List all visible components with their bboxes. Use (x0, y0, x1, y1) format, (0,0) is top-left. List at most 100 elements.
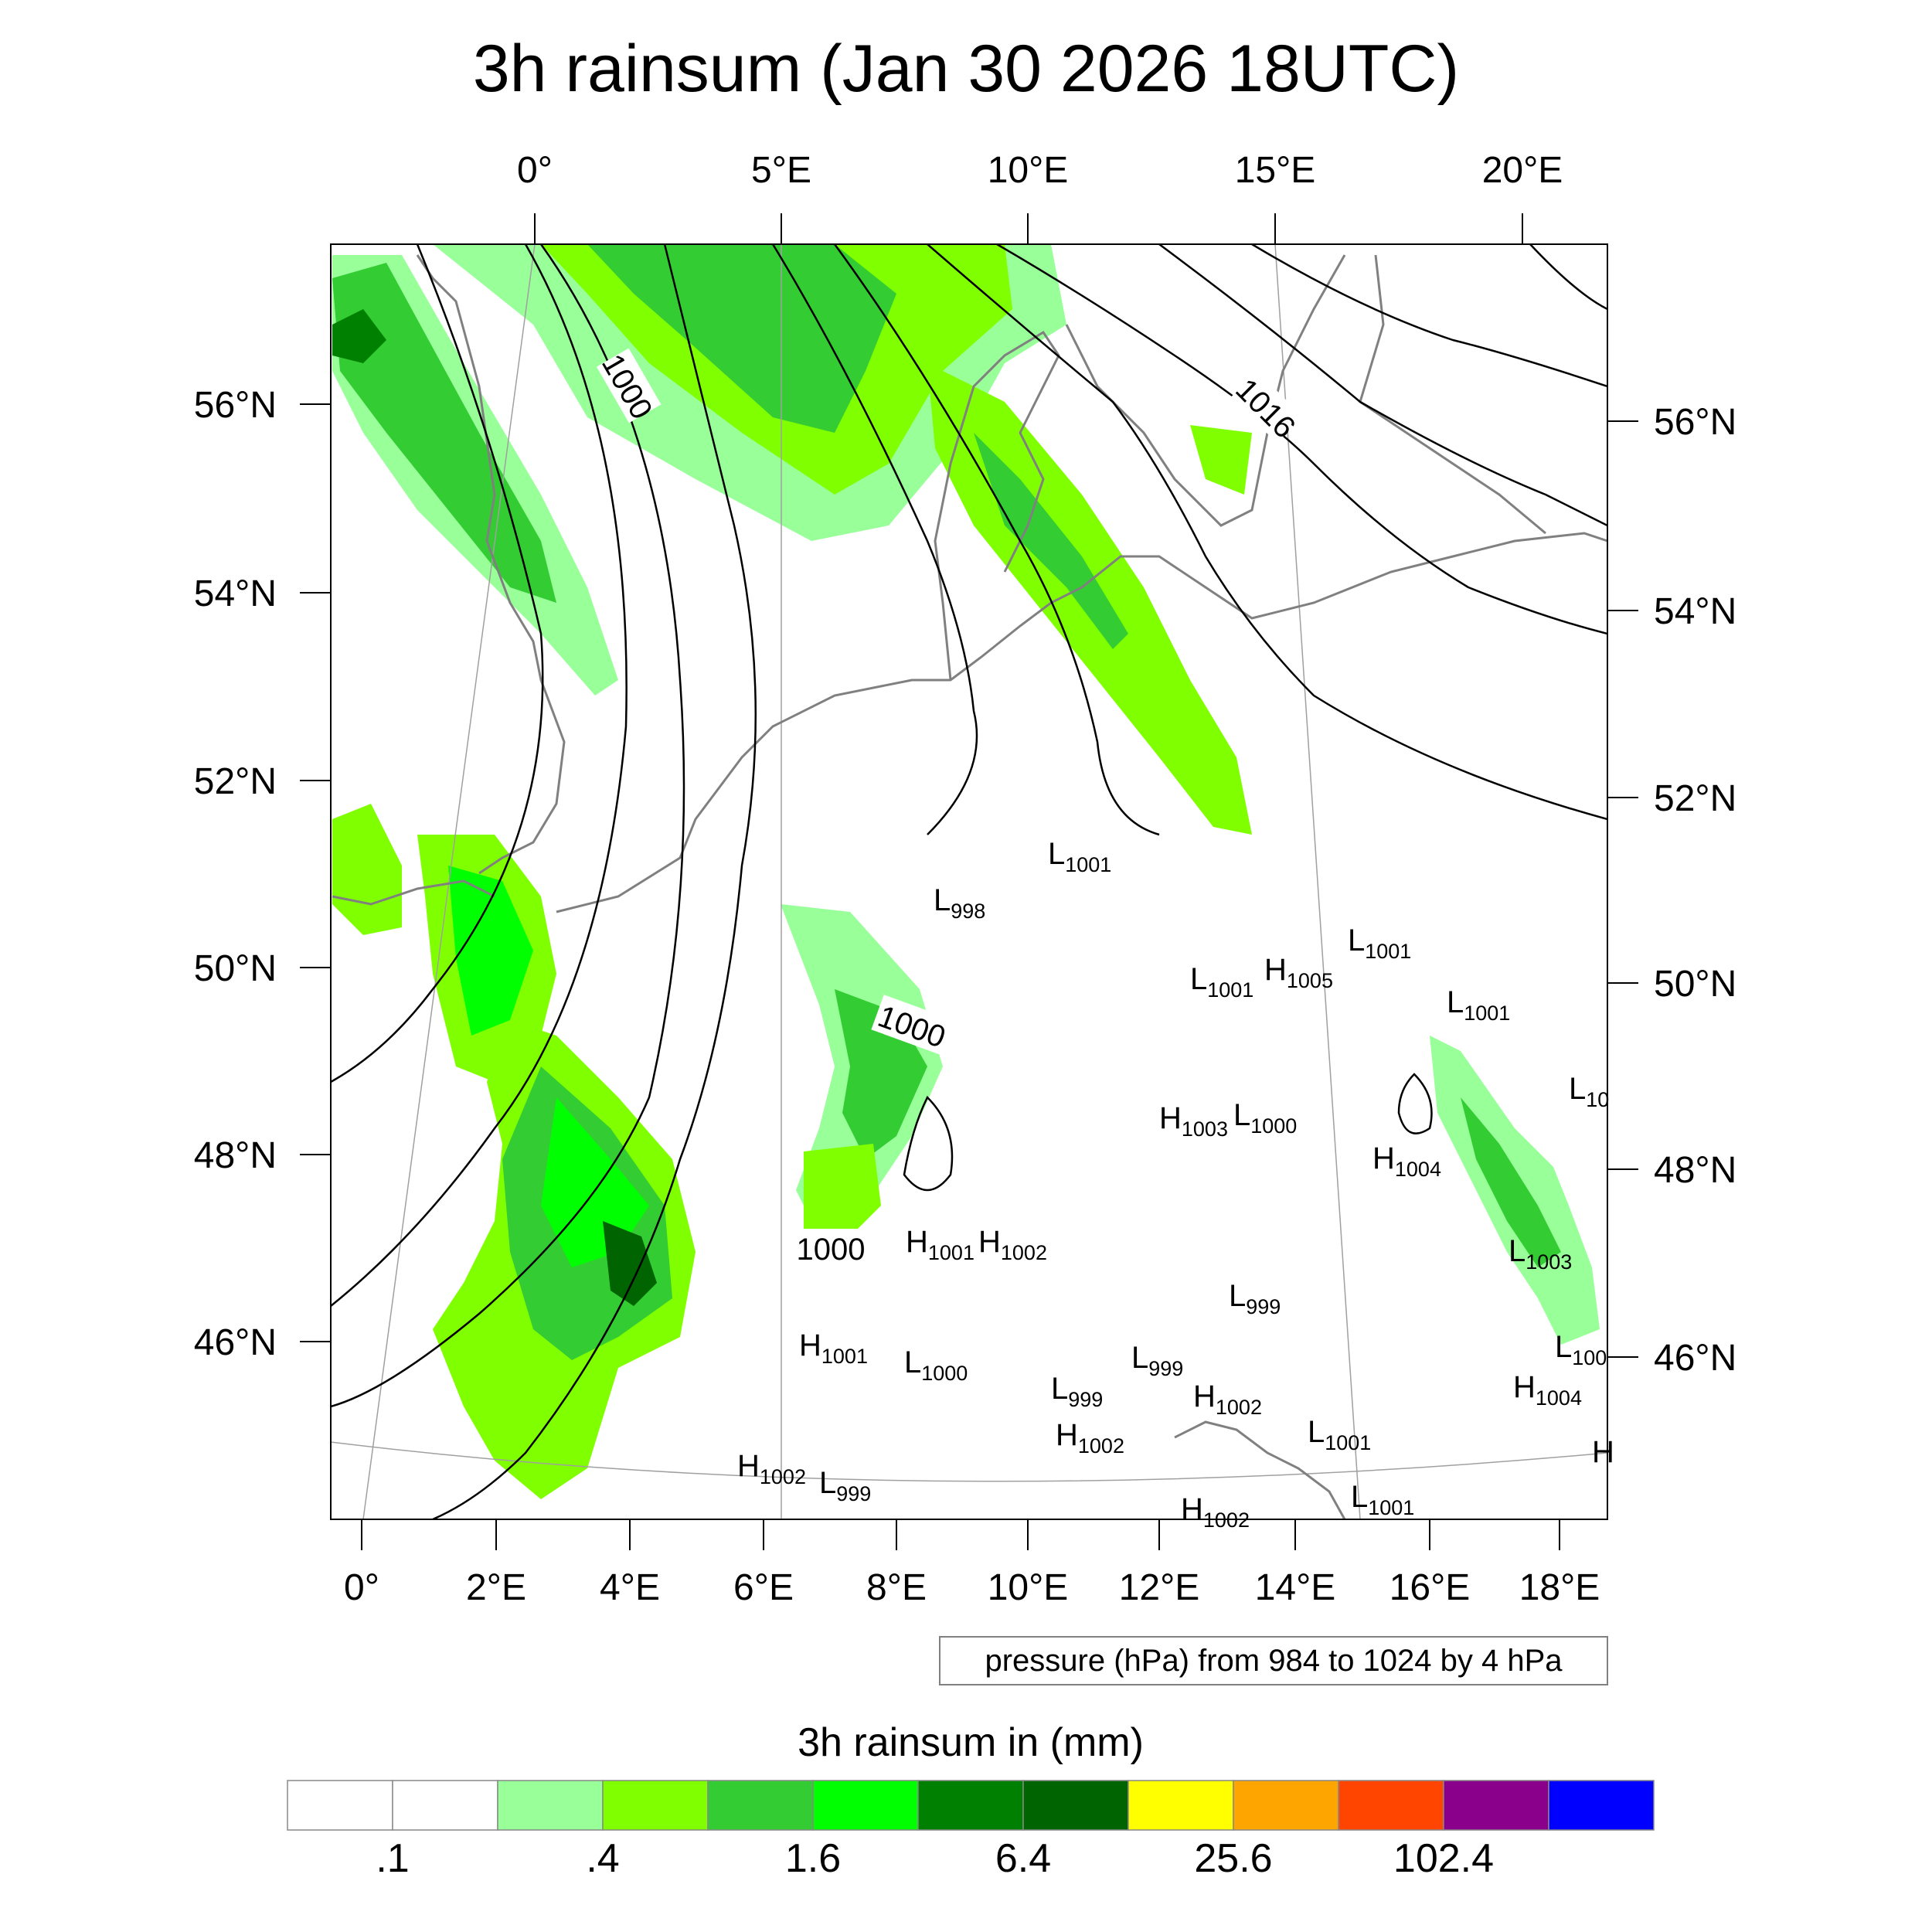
pressure-center: L1000 (904, 1345, 968, 1385)
colorbar-box (1338, 1780, 1444, 1831)
pressure-center: L999 (1229, 1279, 1281, 1318)
pressure-center: L10 (1569, 1072, 1609, 1111)
colorbar-title: 3h rainsum in (mm) (798, 1720, 1144, 1765)
contour-east-loop (1397, 1073, 1433, 1134)
top-lon-tick-label: 10°E (988, 150, 1069, 191)
pressure-center: H1004 (1372, 1141, 1441, 1181)
pressure-center: H1002 (1181, 1492, 1250, 1532)
rain-area-uk-core (332, 263, 556, 603)
pressure-center: H1003 (1159, 1101, 1228, 1141)
colorbar-box (812, 1780, 919, 1831)
colorbar-tick-label: .4 (586, 1836, 619, 1881)
right-lat-tick-label: 46°N (1654, 1338, 1736, 1379)
pressure-center: H1005 (1264, 953, 1333, 992)
colorbar-tick-label: 25.6 (1194, 1836, 1272, 1881)
map-panel (330, 243, 1608, 1520)
baltic-east-coast (1359, 254, 1546, 535)
left-lat-axis: 56°N 54°N 52°N 50°N 48°N 46°N (194, 385, 331, 1363)
colorbar-box (1548, 1780, 1655, 1831)
uk-south-coast (332, 879, 495, 906)
left-lat-tick-label: 46°N (194, 1322, 277, 1363)
uk-coast (416, 254, 566, 875)
colorbar-boxes (287, 1780, 1655, 1831)
left-lat-tick-label: 50°N (194, 948, 277, 989)
colorbar-tick-label: 6.4 (995, 1836, 1051, 1881)
rain-area-sweden (1190, 425, 1252, 495)
sweden-coast (1065, 254, 1346, 527)
rain-area-channel-core (448, 866, 533, 1036)
rain-area-germany-south (804, 1144, 881, 1236)
top-lon-tick-label: 20°E (1482, 150, 1563, 191)
colorbar-box (707, 1780, 814, 1831)
contour-1000 (432, 244, 757, 1519)
colorbar-box (1128, 1780, 1234, 1831)
pressure-centers: L1001 L998 L1001 L1001 H1005 L1001 L10 H… (737, 837, 1614, 1532)
pressure-center: L1000 (1233, 1098, 1297, 1138)
contour-inner-ring (903, 1095, 954, 1192)
colorbar-box (1233, 1780, 1339, 1831)
pressure-center: H (1592, 1435, 1614, 1469)
denmark-coast (934, 330, 1060, 681)
contour-info-text: pressure (hPa) from 984 to 1024 by 4 hPa (985, 1644, 1563, 1678)
colorbar: 3h rainsum in (mm) .1 .4 1.6 6.4 25.6 10… (287, 1720, 1655, 1881)
map-frame (330, 243, 1608, 1520)
colorbar-box (602, 1780, 709, 1831)
colorbar-tick-label: 102.4 (1393, 1836, 1494, 1881)
contour-info-box: pressure (hPa) from 984 to 1024 by 4 hPa (939, 1636, 1608, 1685)
colorbar-box (392, 1780, 498, 1831)
contour-labels: 1000 1016 1000 1000 (595, 348, 1304, 1267)
top-lon-tick-label: 5°E (751, 150, 811, 191)
bottom-lon-tick-label: 0° (344, 1567, 379, 1608)
right-lat-tick-label: 48°N (1654, 1150, 1736, 1191)
pressure-center: L1001 (1447, 985, 1510, 1025)
bottom-lon-tick-label: 16°E (1389, 1567, 1471, 1608)
right-lat-tick-label: 50°N (1654, 964, 1736, 1005)
colorbar-box (917, 1780, 1024, 1831)
map-title: 3h rainsum (Jan 30 2026 18UTC) (473, 32, 1459, 106)
pressure-center: L1001 (1190, 962, 1253, 1002)
bottom-lon-tick-label: 8°E (866, 1567, 927, 1608)
bottom-lon-tick-label: 14°E (1255, 1567, 1336, 1608)
pressure-center: L1001 (1048, 837, 1111, 876)
colorbar-box (1022, 1780, 1129, 1831)
pressure-center: L998 (934, 883, 985, 923)
pressure-center: L1001 (1348, 923, 1411, 963)
pressure-center: H1001 (799, 1328, 868, 1368)
colorbar-box (287, 1780, 393, 1831)
right-lat-axis: 56°N 54°N 52°N 50°N 48°N 46°N (1607, 402, 1736, 1379)
bottom-lon-tick-label: 4°E (600, 1567, 660, 1608)
top-lon-tick-label: 15°E (1235, 150, 1316, 191)
pressure-center: H1001 (906, 1225, 975, 1264)
top-lon-tick-label: 0° (517, 150, 553, 191)
rain-area-france-darkest (603, 1221, 657, 1306)
rain-area-uk-darkest (332, 309, 386, 363)
pressure-contours (331, 244, 1607, 1519)
colorbar-box (1443, 1780, 1549, 1831)
pressure-center: L1001 (1308, 1415, 1371, 1454)
bottom-lon-tick-label: 6°E (733, 1567, 794, 1608)
left-lat-tick-label: 56°N (194, 385, 277, 426)
right-lat-tick-label: 56°N (1654, 402, 1736, 443)
pressure-center: L999 (819, 1466, 871, 1505)
pressure-center: H1002 (1056, 1418, 1124, 1458)
graticule (331, 244, 1607, 1519)
adriatic-coast (1174, 1420, 1346, 1519)
bottom-lon-tick-label: 12°E (1119, 1567, 1200, 1608)
rain-area-denmark-core (974, 433, 1128, 649)
contour-1016 (996, 244, 1607, 635)
colorbar-tick-label: 1.6 (785, 1836, 841, 1881)
top-lon-axis: 0° 5°E 10°E 15°E 20°E (517, 150, 1563, 244)
rain-area-east-core (1461, 1097, 1561, 1267)
left-lat-tick-label: 52°N (194, 761, 277, 802)
bottom-lon-tick-label: 10°E (988, 1567, 1069, 1608)
bottom-lon-axis: 0° 2°E 4°E 6°E 8°E 10°E 12°E 14°E 16°E 1… (344, 1519, 1600, 1608)
right-lat-tick-label: 52°N (1654, 778, 1736, 819)
colorbar-box (497, 1780, 604, 1831)
pressure-center: L999 (1131, 1341, 1183, 1380)
rain-area-channel (332, 804, 402, 935)
pressure-center: L1003 (1509, 1234, 1572, 1274)
pressure-center: L100 (1555, 1330, 1607, 1369)
bottom-lon-tick-label: 18°E (1519, 1567, 1600, 1608)
pressure-center: L1001 (1351, 1480, 1414, 1519)
